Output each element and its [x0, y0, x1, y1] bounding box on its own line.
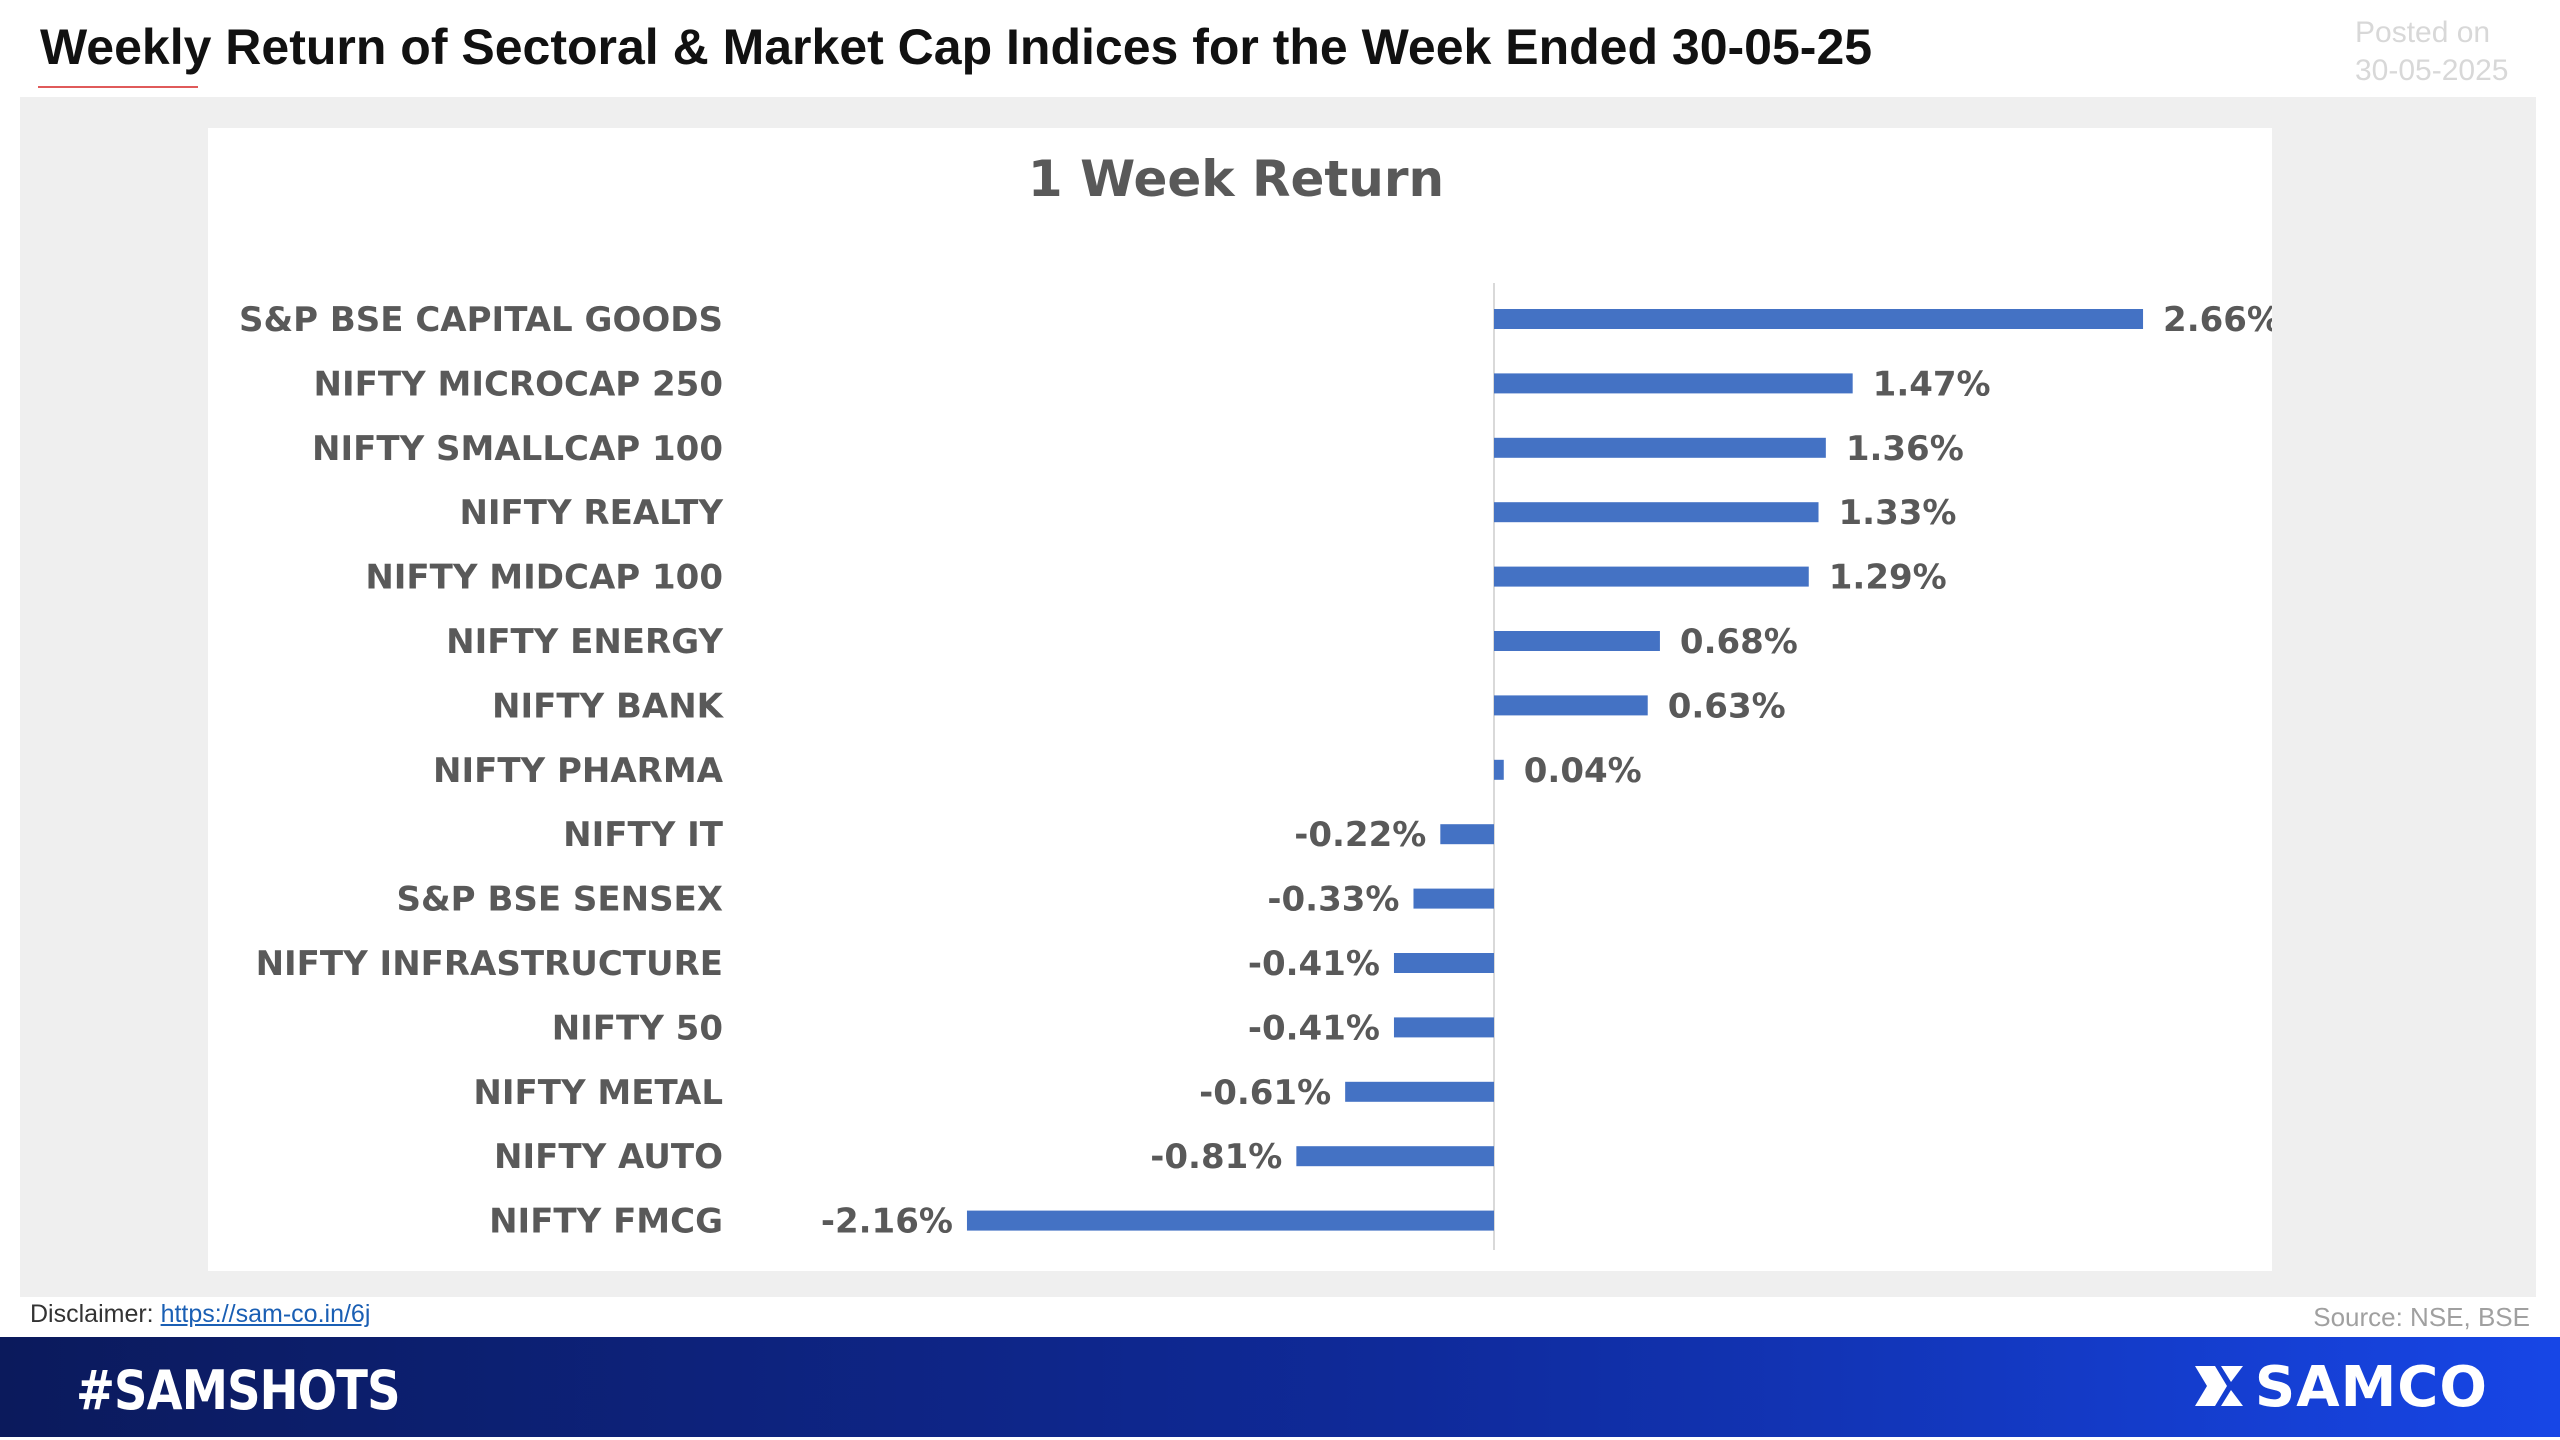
footer-bar: #SAMSHOTS SAMCO	[0, 1337, 2560, 1437]
category-label: NIFTY AUTO	[494, 1137, 723, 1177]
category-label: NIFTY FMCG	[489, 1202, 723, 1242]
page-title: Weekly Return of Sectoral & Market Cap I…	[40, 19, 1873, 75]
data-label: 0.63%	[1668, 686, 1786, 726]
disclaimer: Disclaimer: https://sam-co.in/6j	[30, 1300, 370, 1329]
bar	[1393, 1017, 1494, 1038]
category-label: NIFTY IT	[563, 815, 724, 855]
title-underline	[38, 86, 198, 88]
bar	[1494, 502, 1819, 523]
category-label: NIFTY ENERGY	[446, 622, 723, 662]
bar	[1393, 953, 1494, 973]
bar	[1494, 373, 1853, 394]
category-label: S&P BSE SENSEX	[397, 880, 723, 920]
data-label: -0.41%	[1248, 944, 1380, 984]
data-label: 1.36%	[1846, 429, 1964, 469]
data-label: -2.16%	[821, 1202, 953, 1242]
data-label: 1.33%	[1839, 493, 1957, 533]
posted-label: Posted on	[2355, 16, 2491, 49]
category-label: NIFTY BANK	[492, 686, 725, 726]
category-label: NIFTY 50	[552, 1008, 723, 1048]
category-label: NIFTY INFRASTRUCTURE	[256, 944, 723, 984]
bar	[1494, 695, 1648, 716]
disclaimer-label: Disclaimer:	[30, 1300, 154, 1328]
brand-logo: SAMCO	[2191, 1354, 2488, 1420]
disclaimer-link[interactable]: https://sam-co.in/6j	[160, 1300, 371, 1328]
data-label: -0.81%	[1150, 1137, 1282, 1177]
category-label: S&P BSE CAPITAL GOODS	[239, 300, 723, 340]
data-label: -0.41%	[1248, 1008, 1380, 1048]
bar	[1494, 437, 1826, 458]
category-label: NIFTY METAL	[473, 1073, 723, 1113]
bar	[1494, 759, 1504, 780]
data-label: -0.22%	[1294, 815, 1426, 855]
bar	[1494, 309, 2144, 329]
chart-body: S&P BSE CAPITAL GOODS 2.66% NIFTY MICROCAP…	[239, 283, 2272, 1250]
category-label: NIFTY MIDCAP 100	[365, 558, 723, 598]
bar	[1440, 824, 1494, 845]
bar-chart: 1 Week Return S&P BSE CAPITAL GOODS 2.66%…	[239, 150, 2272, 1250]
bar	[1296, 1146, 1494, 1167]
data-label: 1.29%	[1829, 558, 1947, 598]
data-label: 2.66%	[2163, 300, 2272, 340]
bar	[1345, 1081, 1494, 1102]
chart-title: 1 Week Return	[1028, 150, 1444, 208]
data-label: -0.61%	[1199, 1073, 1331, 1113]
hashtag: #SAMSHOTS	[76, 1359, 401, 1422]
category-label: NIFTY REALTY	[459, 493, 723, 533]
category-label: NIFTY SMALLCAP 100	[312, 429, 723, 469]
posted-date-block: Posted on 30-05-2025	[2355, 14, 2508, 90]
bar	[966, 1210, 1494, 1231]
data-label: -0.33%	[1267, 880, 1399, 920]
posted-date: 30-05-2025	[2355, 54, 2509, 87]
source-note: Source: NSE, BSE	[2313, 1302, 2530, 1332]
brand-name: SAMCO	[2254, 1354, 2488, 1420]
samco-logo-icon	[2194, 1366, 2243, 1406]
category-label: NIFTY PHARMA	[433, 751, 724, 791]
bar	[1494, 566, 1809, 587]
chart-card: 1 Week Return S&P BSE CAPITAL GOODS 2.66%…	[208, 128, 2272, 1271]
category-label: NIFTY MICROCAP 250	[314, 364, 724, 404]
bar	[1413, 888, 1494, 909]
data-label: 0.04%	[1524, 751, 1642, 791]
data-label: 0.68%	[1680, 622, 1798, 662]
data-label: 1.47%	[1873, 364, 1991, 404]
bar	[1494, 631, 1660, 651]
